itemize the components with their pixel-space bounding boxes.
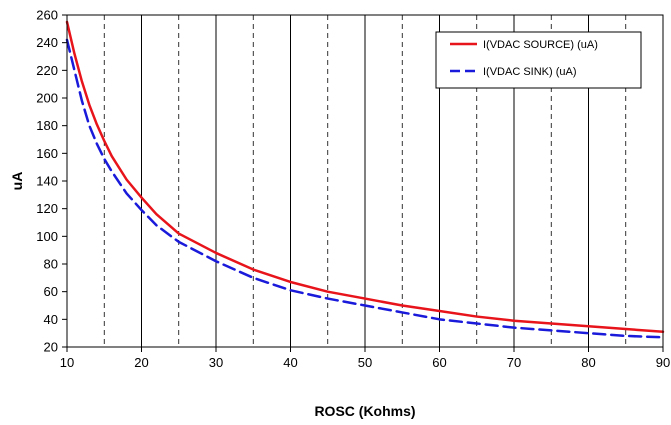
y-axis-ticks: 20 40 60 80 100 120 140 160 180 200 220 240 260 <box>36 8 67 355</box>
y-tick-label: 40 <box>44 312 58 327</box>
y-tick-label: 60 <box>44 284 58 299</box>
x-tick-label: 60 <box>432 355 446 370</box>
y-tick-label: 20 <box>44 340 58 355</box>
x-tick-label: 50 <box>358 355 372 370</box>
y-tick-label: 140 <box>36 174 58 189</box>
series-line-sink <box>65 38 665 339</box>
legend-box <box>435 31 642 89</box>
y-axis-title: uA <box>9 172 25 191</box>
legend: I(VDAC SOURCE) (uA) I(VDAC SINK) (uA) <box>435 31 642 89</box>
x-tick-label: 30 <box>209 355 223 370</box>
x-tick-label: 40 <box>283 355 297 370</box>
y-tick-label: 200 <box>36 91 58 106</box>
y-tick-label: 240 <box>36 35 58 50</box>
y-tick-label: 80 <box>44 257 58 272</box>
y-tick-label: 100 <box>36 229 58 244</box>
x-tick-label: 80 <box>581 355 595 370</box>
y-tick-label: 120 <box>36 201 58 216</box>
x-tick-label: 90 <box>656 355 670 370</box>
y-tick-label: 180 <box>36 118 58 133</box>
y-tick-label: 160 <box>36 146 58 161</box>
legend-label-sink: I(VDAC SINK) (uA) <box>483 66 577 78</box>
legend-label-source: I(VDAC SOURCE) (uA) <box>483 39 598 51</box>
series-group <box>65 20 665 339</box>
y-tick-label: 220 <box>36 63 58 78</box>
x-axis-ticks: 10 20 30 40 50 60 70 80 90 <box>60 347 670 370</box>
x-axis-title: ROSC (Kohms) <box>314 403 415 419</box>
x-tick-label: 70 <box>507 355 521 370</box>
x-tick-label: 10 <box>60 355 74 370</box>
series-line-source <box>65 20 665 334</box>
y-tick-label: 260 <box>36 8 58 23</box>
x-tick-label: 20 <box>134 355 148 370</box>
